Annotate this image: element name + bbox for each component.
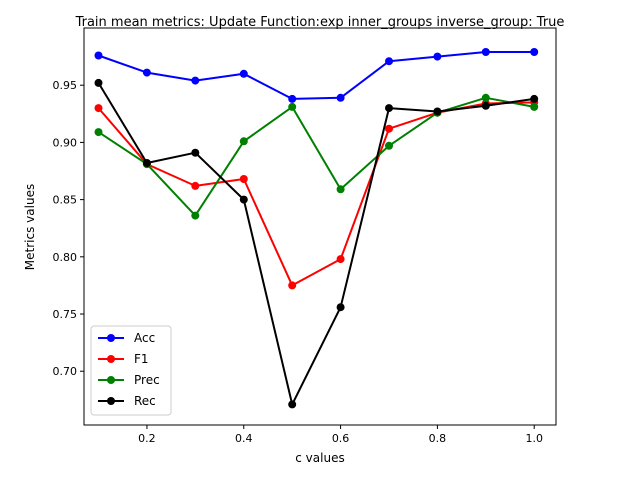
data-point-acc <box>191 76 200 85</box>
legend-label-rec: Rec <box>134 394 156 408</box>
data-point-acc <box>385 57 393 66</box>
y-tick-label: 0.85 <box>53 194 78 207</box>
data-point-f1 <box>191 181 200 190</box>
legend-marker-prec <box>107 376 115 384</box>
data-point-f1 <box>94 104 103 113</box>
data-point-acc <box>433 52 442 61</box>
data-point-f1 <box>336 255 345 264</box>
data-point-prec <box>481 93 490 102</box>
axis-ticks: 0.2 0.4 0.6 0.8 1.0 0.70 0.75 0.80 0.85 0.90 0.95 <box>53 79 543 445</box>
data-point-acc <box>94 51 103 60</box>
chart-title: Train mean metrics: Update Function:exp … <box>75 15 565 30</box>
data-point-prec <box>385 141 393 150</box>
y-tick-label: 0.90 <box>53 136 78 149</box>
data-point-prec <box>288 102 297 111</box>
x-axis-label: c values <box>295 451 344 465</box>
data-point-rec <box>94 78 103 87</box>
data-point-rec <box>481 101 490 110</box>
plot-area <box>94 48 539 409</box>
x-tick-label: 0.2 <box>138 432 156 445</box>
y-tick-label: 0.70 <box>53 365 78 378</box>
data-point-rec <box>433 107 442 116</box>
data-point-rec <box>530 94 539 103</box>
data-point-acc <box>239 69 248 78</box>
legend-marker-rec <box>107 397 115 405</box>
data-point-rec <box>336 303 345 312</box>
y-tick-label: 0.80 <box>53 251 78 264</box>
legend: Acc F1 Prec Rec <box>90 325 172 416</box>
legend-label-prec: Prec <box>134 373 160 387</box>
data-point-prec <box>191 211 200 220</box>
data-point-acc <box>142 68 151 77</box>
data-point-acc <box>336 93 345 102</box>
data-point-prec <box>239 137 248 146</box>
data-point-prec <box>336 185 345 194</box>
data-point-rec <box>191 148 200 157</box>
data-point-acc <box>530 48 539 56</box>
series-line-acc <box>98 51 535 100</box>
data-point-rec <box>239 195 248 204</box>
y-tick-label: 0.95 <box>53 79 78 92</box>
data-point-f1 <box>239 175 248 183</box>
axes-frame <box>83 27 557 426</box>
y-axis-label: Metrics values <box>23 184 37 270</box>
legend-label-f1: F1 <box>134 352 149 366</box>
data-point-f1 <box>288 281 297 290</box>
data-point-prec <box>94 128 103 137</box>
data-point-acc <box>481 48 490 56</box>
x-tick-label: 1.0 <box>525 432 543 445</box>
x-tick-label: 0.4 <box>235 432 253 445</box>
data-point-rec <box>385 104 393 113</box>
legend-marker-f1 <box>107 355 115 363</box>
data-point-f1 <box>385 124 393 133</box>
x-tick-label: 0.8 <box>429 432 447 445</box>
data-point-rec <box>288 400 297 409</box>
series-line-rec <box>97 82 535 406</box>
data-point-rec <box>142 159 151 167</box>
data-point-acc <box>288 94 297 103</box>
legend-label-acc: Acc <box>134 331 155 345</box>
series-line-f1 <box>97 101 535 287</box>
series-line-prec <box>97 96 535 217</box>
legend-box <box>90 325 172 416</box>
x-tick-label: 0.6 <box>332 432 350 445</box>
y-tick-label: 0.75 <box>53 308 78 321</box>
legend-marker-acc <box>107 334 115 342</box>
data-point-prec <box>530 102 539 111</box>
